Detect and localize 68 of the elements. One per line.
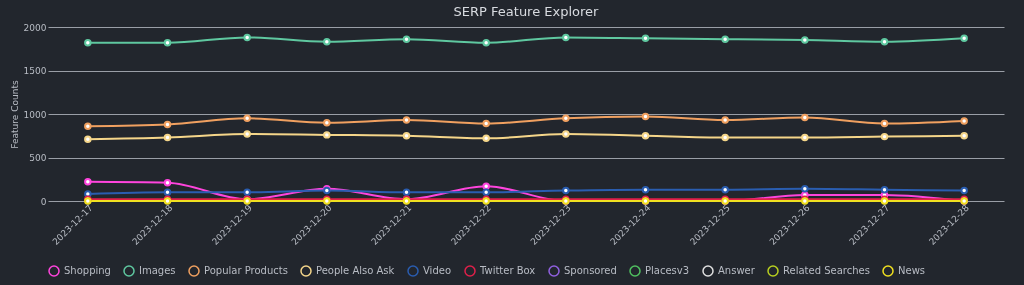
point: [641, 112, 650, 121]
point: [801, 36, 809, 44]
point: [880, 119, 889, 128]
point: [641, 34, 650, 43]
point: [562, 114, 570, 123]
point: [243, 188, 251, 197]
y-axis-title: Feature Counts: [9, 80, 20, 149]
point: [880, 132, 889, 141]
point: [960, 117, 968, 125]
point: [482, 38, 490, 47]
point: [163, 133, 172, 142]
point: [243, 130, 251, 138]
point: [562, 130, 570, 138]
point: [84, 38, 92, 47]
point: [323, 118, 331, 127]
legend-label: Images: [139, 265, 176, 276]
point: [641, 185, 650, 194]
point: [562, 186, 570, 195]
legend-label: Sponsored: [564, 265, 617, 276]
point: [402, 188, 411, 197]
y-tick-label: 0: [40, 196, 47, 207]
point: [402, 132, 411, 140]
legend-label: Placesv3: [645, 265, 690, 276]
point: [562, 33, 570, 42]
point: [323, 38, 331, 46]
point: [163, 179, 172, 187]
point: [482, 182, 490, 190]
legend-label: Video: [423, 265, 452, 276]
point: [960, 132, 968, 140]
point: [163, 38, 172, 47]
point: [721, 35, 729, 43]
point: [402, 35, 411, 43]
legend-label: Answer: [718, 265, 756, 276]
y-tick-label: 1000: [23, 109, 47, 120]
point: [721, 185, 729, 194]
point: [243, 114, 251, 123]
point: [721, 116, 729, 124]
chart-title: SERP Feature Explorer: [453, 4, 600, 19]
point: [801, 185, 809, 193]
point: [880, 185, 889, 194]
legend-label: Related Searches: [783, 265, 870, 276]
point: [801, 133, 809, 142]
point: [482, 134, 490, 143]
point: [482, 119, 490, 128]
point: [960, 34, 968, 43]
point: [243, 33, 251, 42]
point: [960, 186, 968, 195]
point: [482, 188, 490, 197]
legend-label: Popular Products: [204, 265, 288, 276]
legend-label: People Also Ask: [316, 265, 395, 276]
legend-label: Shopping: [64, 265, 111, 276]
legend-label: Twitter Box: [479, 265, 536, 276]
point: [163, 188, 172, 197]
point: [880, 38, 889, 46]
y-tick-label: 1500: [23, 66, 47, 76]
point: [801, 113, 809, 122]
y-tick-label: 2000: [23, 22, 47, 33]
point: [323, 131, 331, 139]
point: [402, 116, 411, 124]
y-tick-label: 500: [29, 153, 47, 163]
point: [84, 178, 92, 186]
point: [84, 190, 92, 198]
point: [721, 133, 729, 142]
legend-label: News: [898, 265, 926, 276]
point: [641, 132, 650, 140]
point: [84, 122, 92, 130]
point: [84, 135, 92, 143]
point: [163, 120, 172, 129]
